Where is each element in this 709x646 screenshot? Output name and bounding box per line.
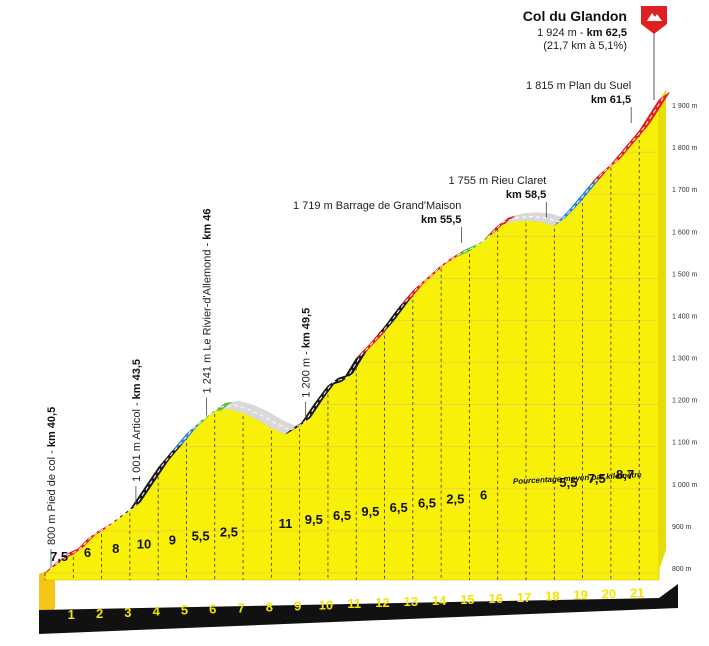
gradient-label: 6 — [84, 545, 91, 560]
gradient-label: 7,5 — [50, 549, 68, 564]
profile-area — [44, 98, 660, 581]
altitude-tick-label: 1 800 m — [672, 145, 697, 152]
base-layer — [39, 568, 678, 634]
gradient-labels: 7,5 6 8 10 9 5,5 2,5 11 9,5 6,5 9,5 6,5 6,5 2,5 6 5,5 7,… — [50, 467, 634, 564]
gradient-label: 6,5 — [418, 496, 436, 511]
annotation-suel: 1 815 m Plan du Suel — [526, 80, 631, 92]
altitude-tick-label: 1 100 m — [672, 440, 697, 447]
km-tick-label: 9 — [294, 598, 301, 613]
gradient-label: 9 — [169, 533, 176, 548]
ridge-layer — [44, 91, 670, 574]
km-tick-label: 14 — [432, 593, 447, 608]
summit-altitude: 1 924 m - km 62,5 — [537, 27, 627, 39]
grid-layer — [44, 109, 659, 580]
km-tick-label: 13 — [404, 594, 418, 609]
annotation-rieu: 1 755 m Rieu Claret — [448, 175, 546, 187]
annotation-text: 1 200 m - — [301, 348, 313, 398]
annotation-km: km 46 — [202, 209, 214, 240]
annotation-articol: 1 001 m Articol - km 43,5 — [131, 359, 143, 482]
km-tick-label: 3 — [124, 605, 131, 620]
gradient-label: 9,5 — [305, 512, 323, 527]
summit-title: Col du Glandon — [523, 8, 627, 24]
annotation-km: km 40,5 — [46, 407, 58, 447]
altitude-tick-label: 1 400 m — [672, 313, 697, 320]
gradient-label: 2,5 — [446, 492, 464, 507]
km-tick-label: 19 — [573, 588, 587, 603]
annotation-text: 1 001 m Articol - — [131, 399, 143, 482]
altitude-tick-label: 900 m — [672, 524, 692, 531]
gradient-label: 2,5 — [220, 524, 238, 539]
profile-side — [659, 89, 666, 570]
km-tick-label: 8 — [266, 599, 273, 614]
annotation-text: 800 m Pied de col - — [46, 447, 58, 545]
gradient-label: 6 — [480, 488, 487, 503]
annotation-rivier: 1 241 m Le Rivier-d'Allemond - km 46 — [202, 209, 214, 394]
summit-flag-icon — [641, 6, 667, 100]
summit-detail: (21,7 km à 5,1%) — [543, 40, 627, 52]
km-tick-label: 17 — [517, 590, 531, 605]
altitude-tick-label: 1 200 m — [672, 398, 697, 405]
annotations-layer: 800 m Pied de col - km 40,5 1 001 m Artic… — [46, 80, 632, 567]
annotation-barrage-km: km 55,5 — [421, 214, 461, 226]
annotation-text: 1 241 m Le Rivier-d'Allemond - — [202, 240, 214, 394]
km-tick-label: 7 — [237, 600, 244, 615]
km-tick-label: 1 — [68, 607, 75, 622]
gradient-label: 8,7 — [616, 467, 634, 482]
altitude-axis: 800 m 900 m 1 000 m 1 100 m 1 200 m 1 300 m 1 … — [672, 103, 697, 573]
summit-altitude-text: 1 924 m - — [537, 27, 587, 39]
ridge-centerline — [49, 95, 665, 570]
annotation-pied: 800 m Pied de col - km 40,5 — [46, 407, 58, 545]
km-tick-label: 11 — [347, 596, 361, 611]
annotation-barrage: 1 719 m Barrage de Grand'Maison — [293, 200, 461, 212]
annotation-suel-km: km 61,5 — [591, 94, 631, 106]
altitude-tick-label: 1 700 m — [672, 187, 697, 194]
gradient-label: 11 — [279, 516, 293, 531]
altitude-tick-label: 1 600 m — [672, 229, 697, 236]
gradient-label: 5,5 — [192, 529, 210, 544]
altitude-tick-label: 1 000 m — [672, 482, 697, 489]
gradient-label: 9,5 — [361, 504, 379, 519]
altitude-tick-label: 800 m — [672, 566, 692, 573]
gradient-label: 7,5 — [588, 471, 606, 486]
gradient-label: 10 — [137, 537, 151, 552]
summit-block: Col du Glandon 1 924 m - km 62,5 (21,7 k… — [523, 6, 667, 100]
altitude-tick-label: 1 500 m — [672, 271, 697, 278]
km-tick-label: 21 — [630, 585, 644, 600]
gradient-label: 6,5 — [333, 508, 351, 523]
km-tick-label: 20 — [602, 587, 616, 602]
altitude-tick-label: 1 300 m — [672, 356, 697, 363]
km-tick-label: 12 — [375, 595, 389, 610]
km-tick-label: 10 — [319, 597, 333, 612]
gradient-label: 5,5 — [559, 475, 577, 490]
annotation-k495: 1 200 m - km 49,5 — [301, 308, 313, 398]
km-tick-label: 2 — [96, 606, 103, 621]
profile-fill-layer — [44, 89, 666, 581]
km-tick-label: 5 — [181, 603, 188, 618]
km-band — [39, 584, 678, 634]
km-tick-label: 6 — [209, 602, 216, 617]
km-tick-label: 15 — [460, 592, 474, 607]
annotation-km: km 49,5 — [301, 308, 313, 348]
km-axis: 1 2 3 4 5 6 7 8 9 10 11 12 13 14 15 16 17 18 19 20 21 — [68, 585, 645, 621]
km-tick-label: 18 — [545, 589, 559, 604]
altitude-tick-label: 1 900 m — [672, 103, 697, 110]
annotation-km: km 43,5 — [131, 359, 143, 399]
km-tick-label: 4 — [153, 604, 161, 619]
gradient-label: 8 — [112, 541, 119, 556]
annotation-rieu-km: km 58,5 — [506, 189, 546, 201]
gradient-label: 6,5 — [390, 500, 408, 515]
summit-km: km 62,5 — [587, 27, 627, 39]
km-tick-label: 16 — [488, 591, 502, 606]
